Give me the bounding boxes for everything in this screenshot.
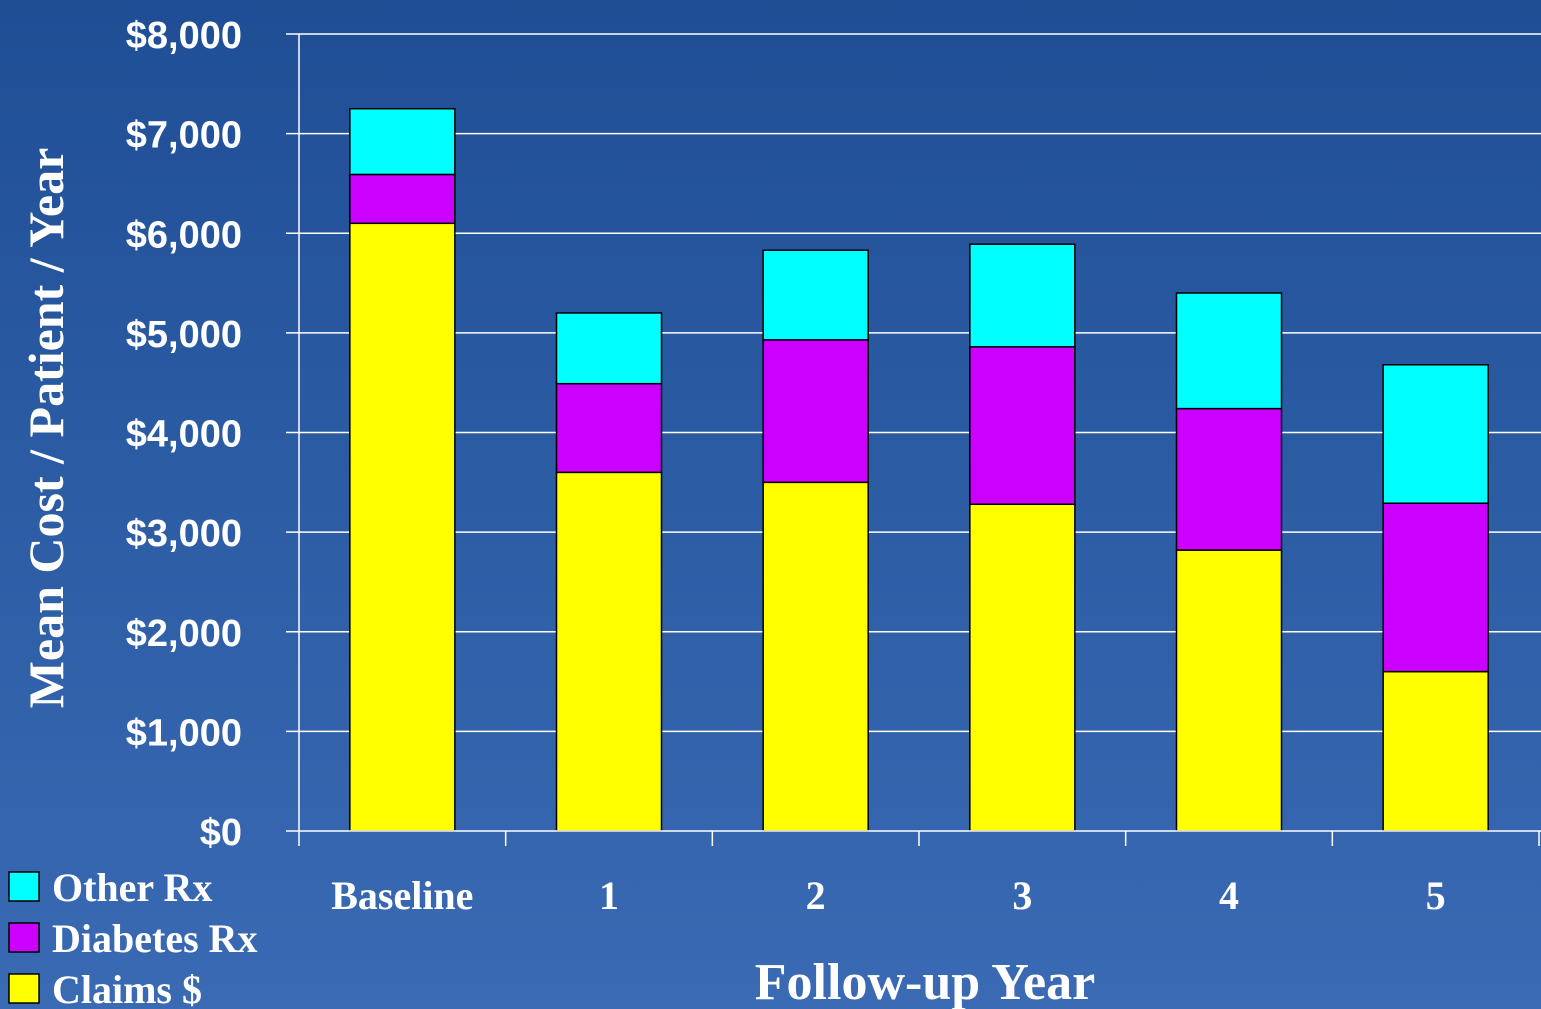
bar-segment (969, 503, 1076, 832)
y-tick-label: $0 (200, 812, 242, 854)
bar-segment (762, 249, 869, 341)
bar-segment (1175, 407, 1283, 551)
bar-segment (349, 107, 456, 176)
x-tick-label: Baseline (331, 873, 473, 918)
axes (286, 33, 1541, 846)
x-tick-label: 2 (806, 873, 826, 918)
bar-segment (1175, 292, 1283, 410)
y-tick-label: $4,000 (126, 414, 242, 456)
y-tick-label: $1,000 (126, 712, 242, 754)
y-tick-label: $5,000 (126, 314, 242, 356)
y-tick-label: $8,000 (126, 15, 242, 57)
gridlines (299, 33, 1541, 733)
bar-segment (762, 339, 869, 484)
y-axis-title: Mean Cost / Patient / Year (18, 148, 74, 709)
x-tick-label: 4 (1219, 873, 1239, 918)
bar-segment (969, 346, 1076, 505)
bars (349, 107, 1489, 832)
legend-label: Diabetes Rx (52, 916, 258, 961)
bar-segment (1382, 502, 1489, 673)
bar-segment (1175, 549, 1283, 832)
legend-swatch (8, 871, 40, 902)
y-tick-label: $3,000 (126, 513, 242, 555)
legend-swatch (8, 922, 40, 953)
bar-segment (555, 312, 663, 385)
bar-segment (349, 222, 456, 832)
y-tick-label: $7,000 (126, 115, 242, 157)
x-tick-labels: Baseline 1 2 3 4 5 (331, 873, 1445, 918)
bar-segment (1382, 364, 1489, 504)
y-tick-label: $2,000 (126, 613, 242, 655)
legend: Other Rx Diabetes Rx Claims $ (8, 865, 258, 1009)
y-tick-label: $6,000 (126, 214, 242, 256)
legend-label: Other Rx (52, 865, 212, 910)
bar-segment (349, 173, 456, 225)
legend-label: Claims $ (52, 967, 202, 1009)
bar-segment (1382, 670, 1489, 832)
x-axis-title: Follow-up Year (755, 954, 1095, 1009)
bar-segment (555, 382, 663, 474)
x-tick-label: 1 (599, 873, 619, 918)
x-tick-label: 5 (1426, 873, 1446, 918)
x-tick-label: 3 (1012, 873, 1032, 918)
legend-swatch (8, 973, 40, 1004)
y-tick-labels: $0 $1,000 $2,000 $3,000 $4,000 $5,000 $6,000 $7… (126, 15, 242, 854)
bar-segment (555, 471, 663, 832)
bar-segment (969, 243, 1076, 348)
bar-segment (762, 481, 869, 832)
